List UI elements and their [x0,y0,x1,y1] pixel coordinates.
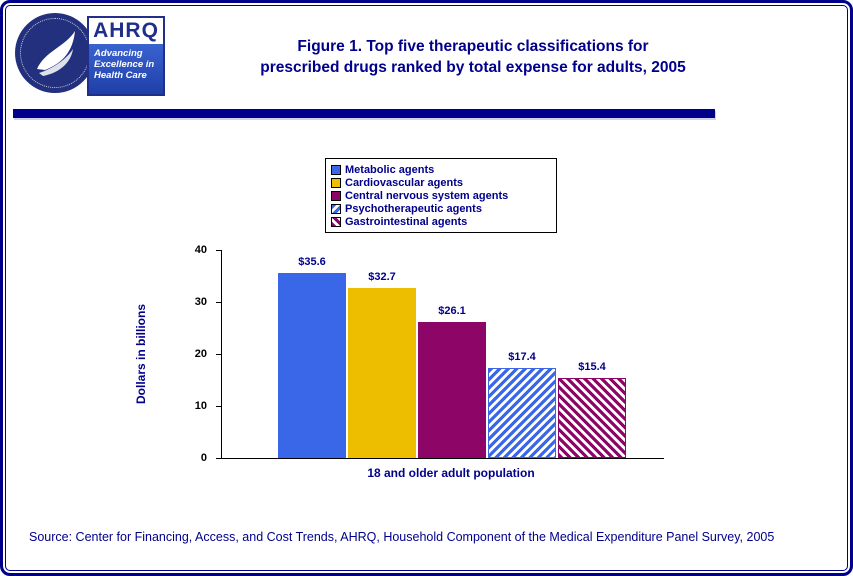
ahrq-tagline: Advancing Excellence in Health Care [89,44,163,94]
legend-swatch [331,164,341,175]
header-rule [13,109,715,118]
legend-item: Cardiovascular agents [331,176,548,189]
hhs-eagle-icon [37,31,75,76]
legend-swatch [331,203,341,214]
y-tick-mark [216,302,221,303]
bar [418,322,486,458]
ahrq-tagline-line: Health Care [94,70,147,81]
bar-column: $26.1 [418,305,486,458]
ahrq-acronym: AHRQ [89,18,163,44]
source-text: Source: Center for Financing, Access, an… [29,530,775,544]
y-tick-mark [216,406,221,407]
bar-value-label: $32.7 [368,271,396,283]
legend-swatch [331,190,341,201]
y-tick-mark [216,354,221,355]
plot-area: $35.6 $32.7 $26.1 $17.4 $15.4 [216,250,664,459]
bar [558,378,626,458]
legend-item: Psychotherapeutic agents [331,202,548,215]
legend-swatch [331,177,341,188]
legend-label: Central nervous system agents [345,189,509,202]
bar-column: $32.7 [348,271,416,458]
y-axis-title: Dollars in billions [134,304,148,405]
y-tick-label: 20 [194,348,207,360]
x-axis-label: 18 and older adult population [367,466,535,480]
bar-value-label: $15.4 [578,361,606,373]
y-axis-tick-labels: 0 10 20 30 40 [175,244,215,464]
ahrq-logo: AHRQ Advancing Excellence in Health Care [87,16,165,96]
page-title-line1: Figure 1. Top five therapeutic classific… [297,38,649,55]
bar [278,273,346,458]
legend-item: Central nervous system agents [331,189,548,202]
y-tick-mark [216,250,221,251]
page-title-line2: prescribed drugs ranked by total expense… [260,59,686,76]
legend-label: Cardiovascular agents [345,176,463,189]
ahrq-tagline-line: Advancing [94,48,143,59]
y-tick-label: 30 [194,296,207,308]
page-title: Figure 1. Top five therapeutic classific… [183,36,763,78]
legend-label: Gastrointestinal agents [345,215,468,228]
bar [488,368,556,458]
legend-item: Gastrointestinal agents [331,215,548,228]
bar [348,288,416,458]
y-tick-label: 40 [194,244,207,256]
bar-column: $17.4 [488,351,556,458]
legend-label: Psychotherapeutic agents [345,202,482,215]
legend-label: Metabolic agents [345,163,435,176]
bar-column: $15.4 [558,361,626,458]
y-tick-label: 10 [194,400,207,412]
bar-column: $35.6 [278,256,346,458]
bar-value-label: $17.4 [508,351,536,363]
y-tick-mark [216,458,221,459]
bar-value-label: $26.1 [438,305,466,317]
chart-legend: Metabolic agents Cardiovascular agents Cen… [325,158,557,233]
bar-value-label: $35.6 [298,256,326,268]
y-tick-label: 0 [200,452,207,464]
ahrq-tagline-line: Excellence in [94,59,155,70]
bar-group: $35.6 $32.7 $26.1 $17.4 $15.4 [278,256,626,458]
hhs-seal-icon [15,13,95,93]
legend-swatch [331,216,341,227]
legend-item: Metabolic agents [331,163,548,176]
